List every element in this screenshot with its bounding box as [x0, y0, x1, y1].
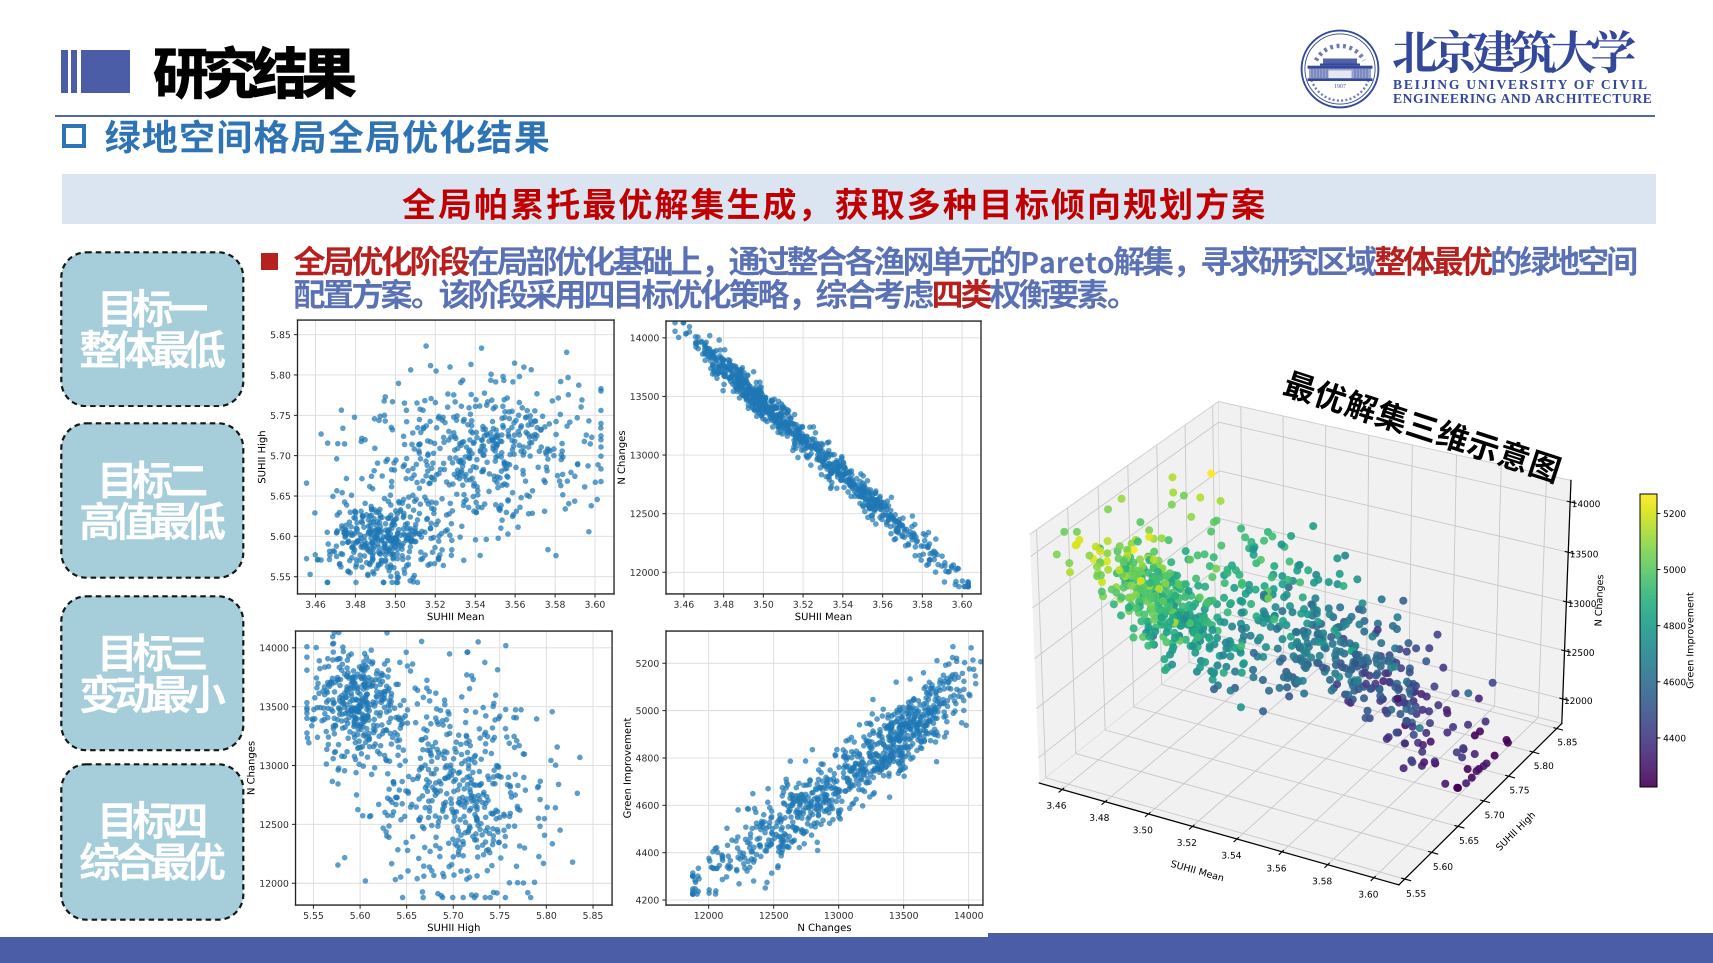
svg-text:1907: 1907 — [1334, 84, 1346, 90]
